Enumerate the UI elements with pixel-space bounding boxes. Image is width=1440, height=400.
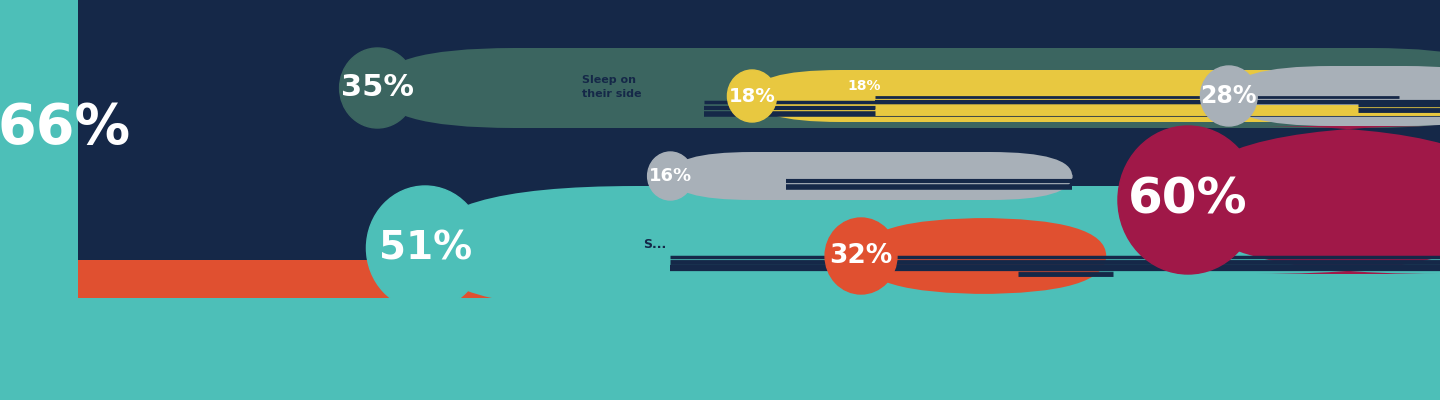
Ellipse shape — [340, 48, 415, 128]
Text: their side: their side — [582, 89, 641, 99]
Ellipse shape — [825, 218, 897, 294]
FancyBboxPatch shape — [425, 186, 1440, 310]
Text: S...: S... — [644, 238, 667, 250]
FancyBboxPatch shape — [1188, 126, 1440, 274]
Text: 18%: 18% — [729, 86, 775, 106]
FancyBboxPatch shape — [670, 152, 1073, 200]
FancyBboxPatch shape — [752, 70, 1440, 122]
Ellipse shape — [0, 40, 147, 216]
Text: 51%: 51% — [379, 229, 472, 267]
Text: 35%: 35% — [341, 74, 413, 102]
FancyBboxPatch shape — [377, 48, 1440, 128]
Ellipse shape — [1117, 126, 1259, 274]
Text: Sleep on: Sleep on — [582, 75, 636, 85]
Ellipse shape — [727, 70, 776, 122]
Ellipse shape — [1201, 66, 1257, 126]
FancyBboxPatch shape — [78, 260, 929, 298]
FancyBboxPatch shape — [78, 0, 1440, 292]
Text: 32%: 32% — [829, 243, 893, 269]
Text: 60%: 60% — [1128, 176, 1248, 224]
Text: 66%: 66% — [0, 101, 131, 155]
FancyBboxPatch shape — [861, 218, 1106, 294]
Text: 28%: 28% — [1201, 84, 1257, 108]
Text: 18%: 18% — [847, 79, 881, 93]
Text: 16%: 16% — [649, 167, 691, 185]
FancyBboxPatch shape — [1228, 66, 1440, 126]
Ellipse shape — [366, 186, 484, 310]
Ellipse shape — [648, 152, 693, 200]
